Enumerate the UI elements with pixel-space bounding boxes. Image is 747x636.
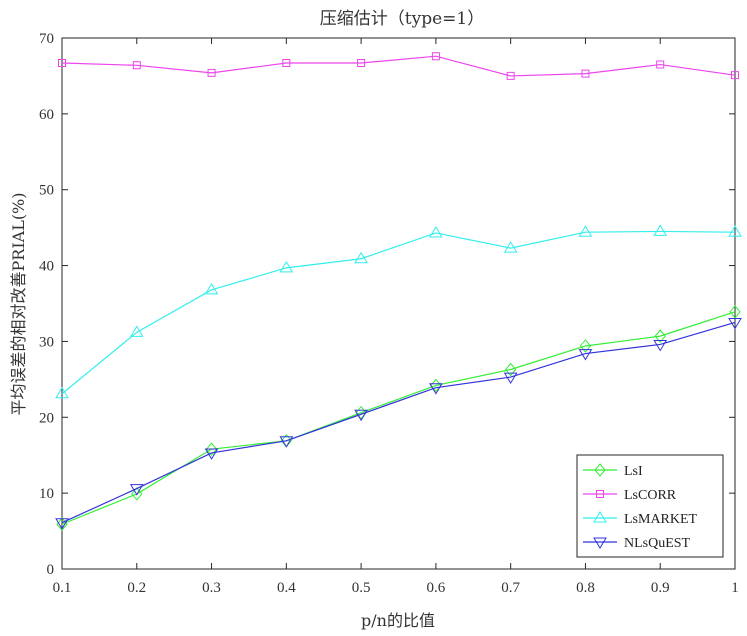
y-tick-label: 30	[39, 334, 54, 350]
data-point-marker	[581, 69, 590, 78]
series-nlsquest	[55, 317, 742, 530]
data-point-marker	[578, 349, 593, 361]
legend-entry: LsI	[583, 463, 643, 479]
data-point-marker	[55, 518, 69, 530]
data-point-marker	[506, 71, 515, 80]
y-tick-label: 50	[39, 183, 54, 199]
legend-entry: LsCORR	[583, 488, 677, 503]
data-point-marker	[579, 339, 592, 353]
data-point-marker	[129, 484, 144, 496]
data-point-marker	[55, 386, 69, 399]
y-tick-label: 10	[39, 486, 54, 502]
data-point-marker	[654, 329, 666, 343]
data-point-marker	[129, 325, 144, 337]
series-lscorr	[58, 52, 739, 80]
data-point-marker	[282, 59, 291, 68]
data-point-marker	[205, 442, 218, 456]
data-point-marker	[731, 71, 739, 80]
series-lsmarket	[55, 224, 742, 399]
x-tick-label: 0.3	[202, 580, 221, 596]
data-point-marker	[131, 487, 143, 501]
y-tick-label: 70	[39, 31, 54, 47]
x-tick-label: 1	[731, 580, 739, 596]
legend-box	[576, 454, 724, 558]
x-tick-label: 0.8	[576, 580, 595, 596]
y-tick-label: 0	[47, 562, 55, 578]
x-tick-label: 0.7	[501, 580, 520, 596]
data-point-marker	[728, 317, 742, 330]
series-layer	[55, 52, 742, 532]
data-point-marker	[357, 59, 366, 68]
x-tick-label: 0.4	[277, 580, 296, 596]
data-point-marker	[728, 225, 742, 237]
data-point-marker	[593, 537, 607, 549]
data-point-marker	[132, 61, 141, 70]
x-tick-label: 0.1	[53, 580, 72, 596]
x-tick-label: 0.6	[427, 580, 446, 596]
data-point-marker	[594, 463, 606, 477]
x-tick-label: 0.5	[352, 580, 371, 596]
data-point-marker	[429, 383, 443, 395]
legend-entry: NLsQuEST	[583, 536, 691, 551]
data-point-marker	[431, 52, 440, 61]
legend-entry: LsMARKET	[583, 511, 698, 527]
y-tick-label: 40	[39, 259, 54, 275]
data-point-marker	[503, 241, 518, 253]
data-point-marker	[505, 362, 517, 377]
chart-title: 压缩估计（type=1）	[320, 9, 484, 29]
y-tick-label: 60	[39, 107, 54, 123]
data-point-marker	[503, 372, 518, 385]
legend-label: NLsQuEST	[624, 536, 691, 551]
series-line	[61, 55, 736, 77]
data-point-marker	[354, 251, 368, 264]
data-point-marker	[207, 68, 216, 77]
data-point-marker	[656, 60, 665, 69]
axis-ticks: 0.1 0.2 0.3 0.4 0.5 0.6 0.7 0.8 0.9 1010203040506…	[39, 31, 739, 596]
data-point-marker	[578, 225, 593, 237]
data-point-marker	[279, 436, 294, 448]
data-point-marker	[204, 282, 219, 295]
x-tick-label: 0.2	[127, 580, 146, 596]
x-tick-label: 0.9	[651, 580, 670, 596]
data-point-marker	[204, 448, 219, 460]
legend: LsI LsCORR LsMARKET NLsQuEST	[576, 454, 724, 558]
data-point-marker	[653, 339, 668, 352]
data-point-marker	[653, 224, 668, 236]
series-line	[61, 230, 736, 395]
data-point-marker	[593, 511, 607, 523]
data-point-marker	[596, 490, 604, 498]
data-point-marker	[58, 59, 66, 68]
legend-label: LsCORR	[624, 488, 677, 503]
x-axis-label: p/n的比值	[361, 611, 435, 630]
data-point-marker	[279, 260, 294, 273]
series-line	[61, 311, 736, 525]
data-point-marker	[729, 305, 741, 319]
series-line	[61, 321, 736, 524]
legend-label: LsI	[624, 464, 643, 479]
data-point-marker	[429, 225, 443, 238]
data-point-marker	[354, 409, 368, 422]
y-axis-label: 平均误差的相对改善PRIAL(%)	[9, 192, 28, 415]
y-tick-label: 20	[39, 410, 54, 426]
legend-label: LsMARKET	[624, 512, 698, 527]
